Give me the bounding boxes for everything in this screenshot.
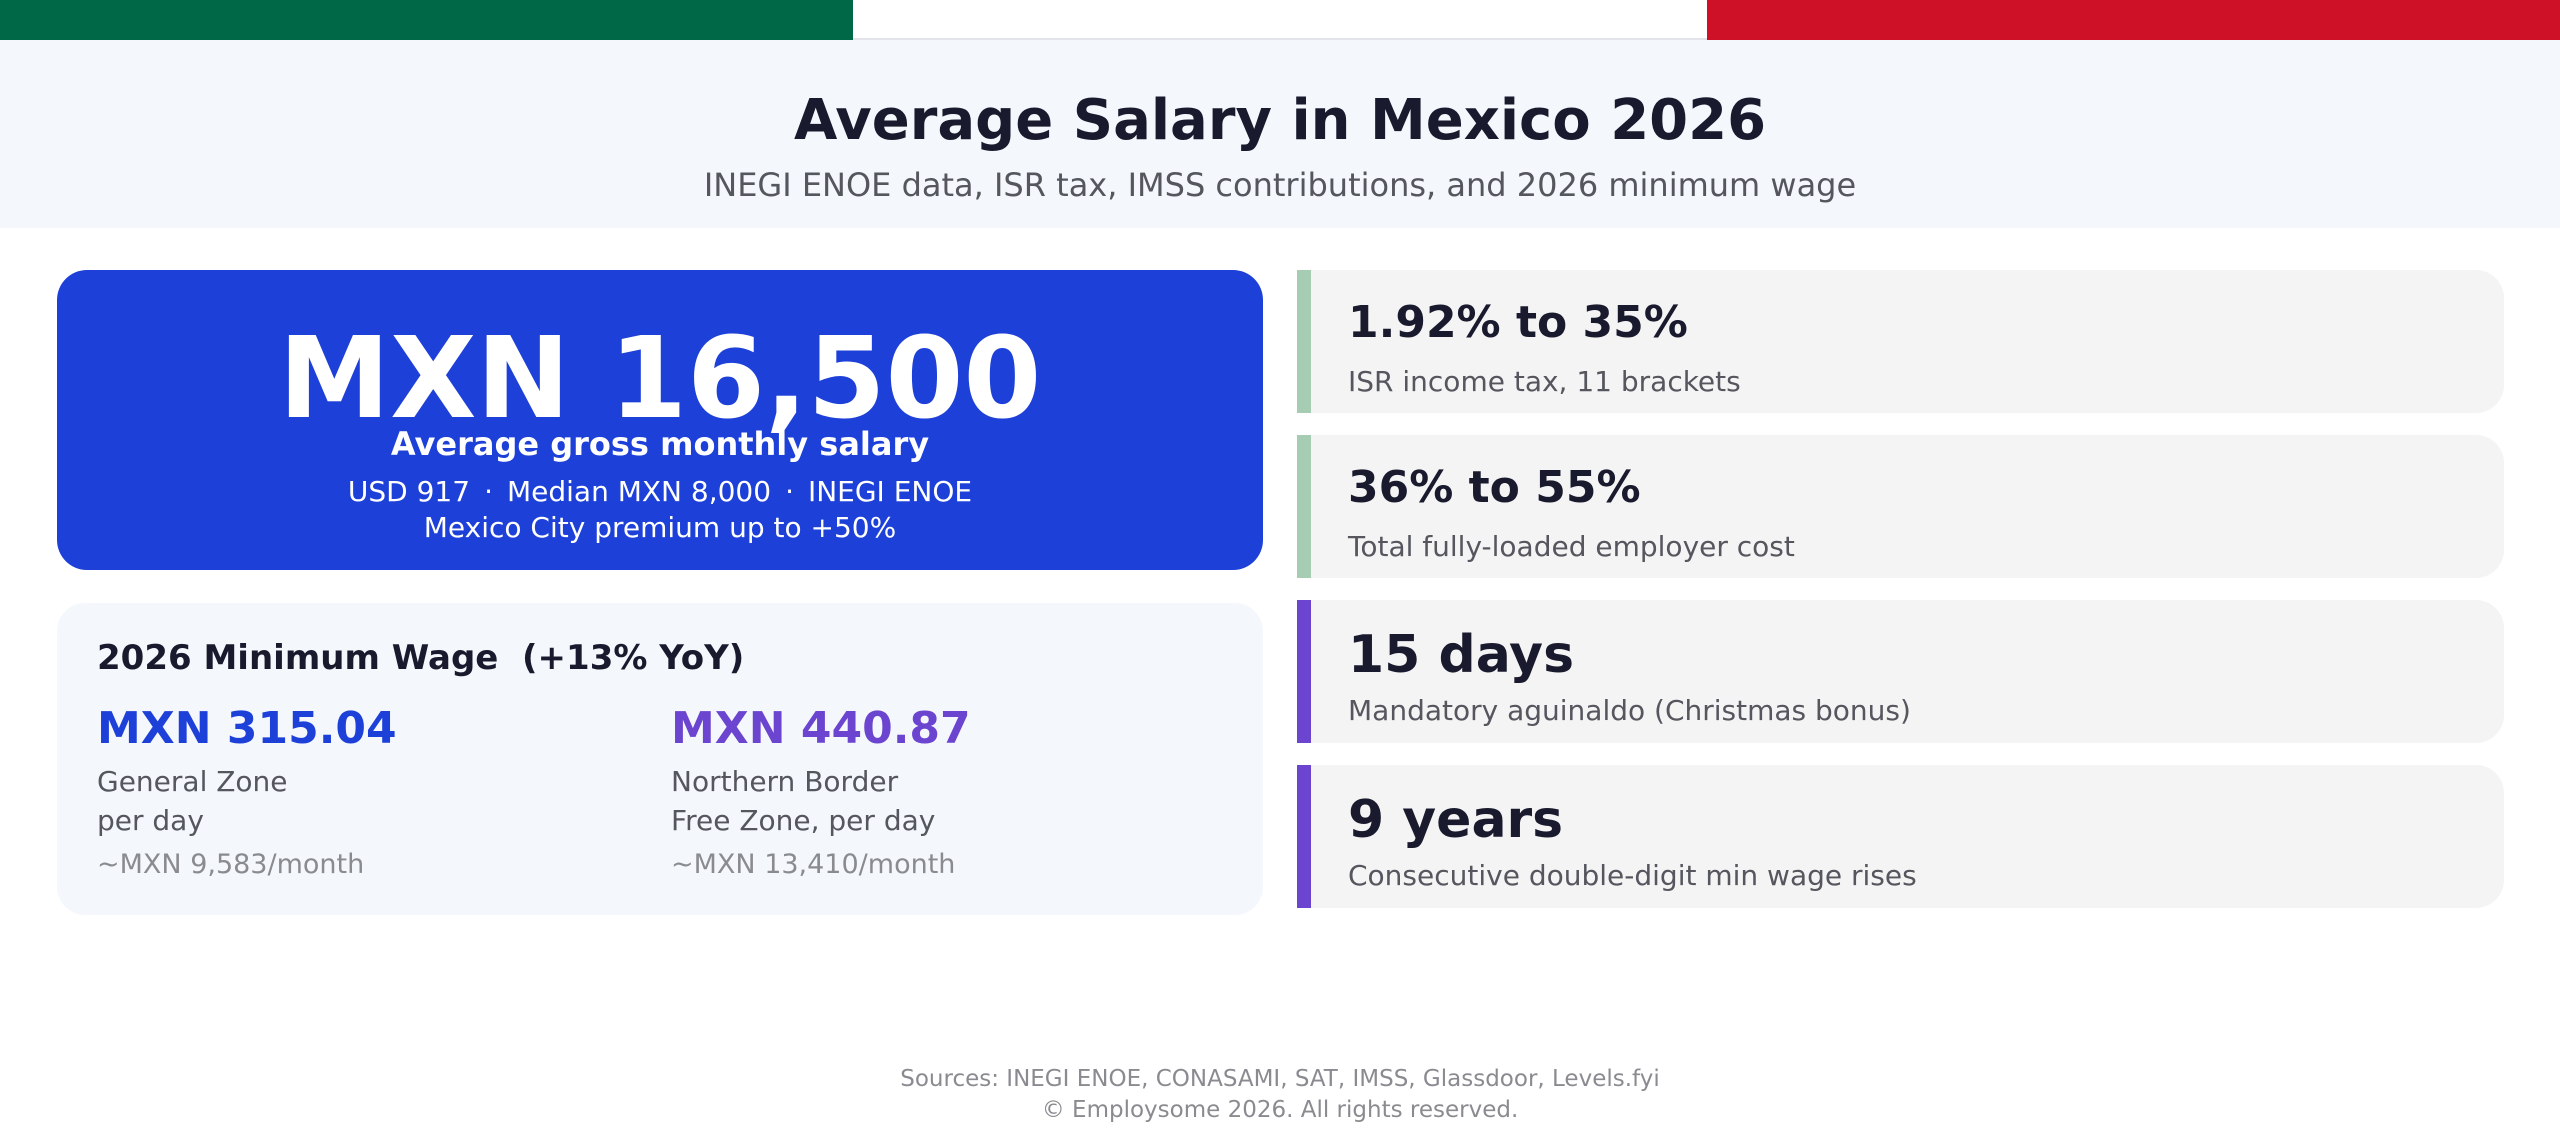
wage-description: Northern Border Free Zone, per day (671, 762, 1211, 840)
mexico-flag-stripe (0, 0, 2560, 40)
data-source: INEGI ENOE (807, 475, 973, 508)
northern-border-wage: MXN 440.87 Northern Border Free Zone, pe… (671, 703, 1211, 884)
wage-value: MXN 440.87 (671, 703, 971, 754)
stat-card-employer-cost: 36% to 55% Total fully-loaded employer c… (1297, 435, 2504, 578)
wage-monthly: ~MXN 9,583/month (97, 849, 365, 881)
wage-description-line: Free Zone, per day (671, 803, 936, 837)
wage-description-line: General Zone (97, 764, 288, 798)
page-title: Average Salary in Mexico 2026 (793, 88, 1767, 153)
stat-value: 15 days (1348, 625, 1575, 685)
wage-description-line: per day (97, 803, 204, 837)
page-header: Average Salary in Mexico 2026 INEGI ENOE… (0, 40, 2560, 228)
stat-value: 36% to 55% (1348, 462, 1641, 513)
median-salary: Median MXN 8,000 (506, 475, 772, 508)
flag-red-band (1706, 0, 2560, 40)
city-premium-note: Mexico City premium up to +50% (423, 511, 897, 544)
stat-accent-bar (1297, 270, 1311, 413)
wage-description-line: Northern Border (671, 764, 899, 798)
meta-separator: · (785, 475, 794, 508)
meta-separator: · (484, 475, 493, 508)
wage-description: General Zone per day (97, 762, 637, 840)
sources-line: Sources: INEGI ENOE, CONASAMI, SAT, IMSS… (900, 1066, 1660, 1092)
stat-label: Mandatory aguinaldo (Christmas bonus) (1348, 694, 1911, 727)
stat-label: Total fully-loaded employer cost (1348, 530, 1795, 563)
stat-label: Consecutive double-digit min wage rises (1348, 859, 1917, 892)
copyright-line: © Employsome 2026. All rights reserved. (1041, 1097, 1519, 1124)
average-salary-label: Average gross monthly salary (390, 425, 930, 463)
salary-meta-line: USD 917 · Median MXN 8,000 · INEGI ENOE (57, 475, 1263, 509)
page-footer: Sources: INEGI ENOE, CONASAMI, SAT, IMSS… (0, 1064, 2560, 1126)
stat-accent-bar (1297, 600, 1311, 743)
stat-card-isr-tax: 1.92% to 35% ISR income tax, 11 brackets (1297, 270, 2504, 413)
stat-accent-bar (1297, 435, 1311, 578)
stat-accent-bar (1297, 765, 1311, 908)
stat-value: 1.92% to 35% (1348, 297, 1688, 348)
flag-green-band (0, 0, 854, 40)
stat-value: 9 years (1348, 790, 1564, 850)
average-salary-value: MXN 16,500 (278, 314, 1042, 444)
minimum-wage-title: 2026 Minimum Wage (+13% YoY) (97, 638, 745, 678)
stat-card-wage-rises: 9 years Consecutive double-digit min wag… (1297, 765, 2504, 908)
flag-white-band (853, 0, 1707, 40)
minimum-wage-card: 2026 Minimum Wage (+13% YoY) MXN 315.04 … (57, 603, 1263, 915)
stat-label: ISR income tax, 11 brackets (1348, 365, 1741, 398)
page-subtitle: INEGI ENOE data, ISR tax, IMSS contribut… (703, 166, 1857, 204)
usd-equivalent: USD 917 (347, 475, 471, 508)
wage-monthly: ~MXN 13,410/month (671, 849, 956, 881)
average-salary-card: MXN 16,500 Average gross monthly salary … (57, 270, 1263, 570)
stat-card-aguinaldo: 15 days Mandatory aguinaldo (Christmas b… (1297, 600, 2504, 743)
wage-value: MXN 315.04 (97, 703, 397, 754)
general-zone-wage: MXN 315.04 General Zone per day ~MXN 9,5… (97, 703, 637, 884)
